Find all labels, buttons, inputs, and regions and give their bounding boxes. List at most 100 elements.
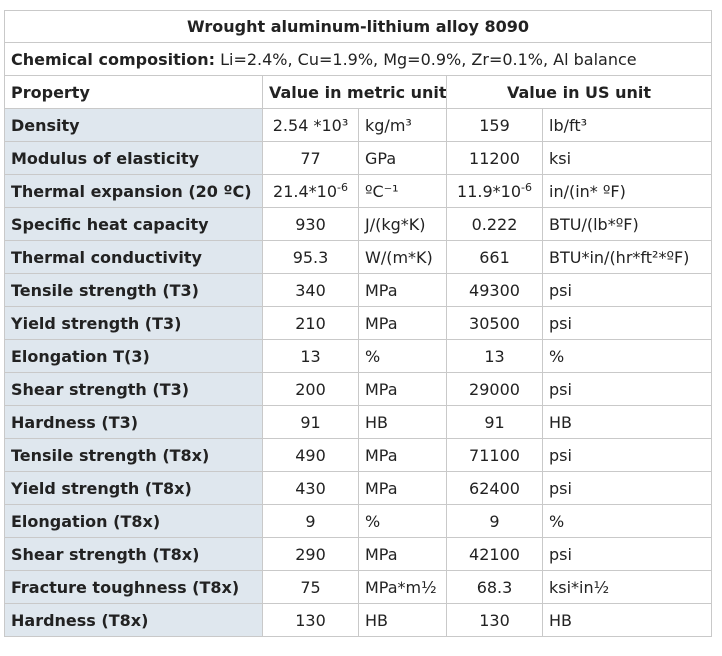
- header-us: Value in US unit: [445, 75, 713, 109]
- property-cell: Yield strength (T8x): [4, 471, 263, 505]
- us-unit-cell: psi: [541, 438, 713, 472]
- metric-value-cell: 13: [262, 339, 359, 373]
- composition-label: Chemical composition:: [11, 49, 215, 69]
- us-value-text: 29000: [469, 379, 520, 399]
- us-value-text: 661: [479, 247, 510, 267]
- us-value-cell: 42100: [446, 537, 543, 571]
- us-value-cell: 130: [446, 603, 543, 637]
- metric-unit-text: %: [365, 511, 381, 531]
- header-metric: Value in metric unit: [262, 75, 447, 109]
- us-unit-text: psi: [549, 379, 572, 399]
- table-row: Elongation (T8x) 9% 9%: [4, 504, 713, 538]
- metric-value-text: 430: [295, 478, 326, 498]
- metric-value-cell: 340: [262, 273, 359, 307]
- table-row: Elongation T(3) 13% 13%: [4, 339, 713, 373]
- metric-unit-cell: kg/m³: [358, 108, 447, 142]
- metric-value-cell: 290: [262, 537, 359, 571]
- property-text: Shear strength (T8x): [11, 544, 200, 564]
- table-row: Modulus of elasticity 77 GPa 11200 ksi: [4, 141, 713, 175]
- header-property: Property: [4, 75, 263, 109]
- us-value-text: 49300: [469, 280, 520, 300]
- metric-value-text: 75: [300, 577, 321, 597]
- table-title: Wrought aluminum-lithium alloy 8090: [3, 10, 713, 43]
- metric-unit-cell: MPa: [358, 438, 447, 472]
- property-text: Fracture toughness (T8x): [11, 577, 240, 597]
- metric-value-text: 490: [295, 445, 326, 465]
- property-cell: Hardness (T3): [4, 405, 263, 439]
- us-unit-text: %: [549, 346, 565, 366]
- us-unit-text: BTU/(lb*ºF): [549, 214, 639, 234]
- metric-value-text: 13: [300, 346, 321, 366]
- metric-value-text: 210: [295, 313, 326, 333]
- metric-unit-text: ºC⁻¹: [365, 181, 399, 201]
- metric-unit-text: HB: [365, 610, 389, 630]
- metric-value-cell: 95.3: [262, 240, 359, 274]
- metric-unit-text: %: [365, 346, 381, 366]
- header-row: Property Value in metric unit Value in U…: [4, 75, 713, 109]
- metric-value-cell: 75: [262, 570, 359, 604]
- property-text: Yield strength (T3): [11, 313, 182, 333]
- metric-value-text: 2.54 *10³: [272, 115, 349, 135]
- metric-unit-cell: %: [358, 339, 447, 373]
- property-cell: Specific heat capacity: [4, 207, 263, 241]
- us-unit-cell: HB: [541, 405, 713, 439]
- metric-unit-text: MPa: [365, 313, 398, 333]
- metric-value-cell: 91: [262, 405, 359, 439]
- property-text: Modulus of elasticity: [11, 148, 200, 168]
- metric-value-text: 77: [300, 148, 321, 168]
- property-text: Density: [11, 115, 80, 135]
- property-text: Yield strength (T8x): [11, 478, 192, 498]
- us-unit-cell: psi: [541, 537, 713, 571]
- us-unit-cell: psi: [541, 471, 713, 505]
- us-value-cell: 159: [446, 108, 543, 142]
- property-text: Hardness (T3): [11, 412, 139, 432]
- metric-value-text: 340: [295, 280, 326, 300]
- metric-unit-cell: GPa: [358, 141, 447, 175]
- property-cell: Fracture toughness (T8x): [4, 570, 263, 604]
- us-unit-text: psi: [549, 280, 572, 300]
- table-row: Tensile strength (T8x) 490 MPa 71100 psi: [4, 438, 713, 472]
- metric-unit-cell: %: [358, 504, 447, 538]
- us-value-text: 11200: [469, 148, 520, 168]
- us-unit-cell: HB: [541, 603, 713, 637]
- us-value-cell: 30500: [446, 306, 543, 340]
- metric-unit-text: MPa*m½: [365, 577, 437, 597]
- us-value-text: 130: [479, 610, 510, 630]
- metric-value-cell: 2.54 *10³: [262, 108, 359, 142]
- us-value-text: 11.9*10: [457, 181, 521, 201]
- metric-unit-cell: MPa: [358, 537, 447, 571]
- us-value-cell: 0.222: [446, 207, 543, 241]
- alloy-properties-table: Wrought aluminum-lithium alloy 8090 Chem…: [3, 10, 713, 637]
- property-cell: Elongation T(3): [4, 339, 263, 373]
- us-unit-text: ksi: [549, 148, 572, 168]
- us-value-text: 30500: [469, 313, 520, 333]
- table-row: Tensile strength (T3) 340 MPa 49300 psi: [4, 273, 713, 307]
- metric-value-exponent: -6: [337, 180, 348, 194]
- us-value-text: 91: [484, 412, 505, 432]
- us-value-cell: 71100: [446, 438, 543, 472]
- metric-value-cell: 930: [262, 207, 359, 241]
- us-unit-text: lb/ft³: [549, 115, 588, 135]
- property-text: Shear strength (T3): [11, 379, 190, 399]
- us-unit-text: psi: [549, 445, 572, 465]
- us-value-text: 71100: [469, 445, 520, 465]
- us-unit-cell: BTU*in/(hr*ft²*ºF): [541, 240, 713, 274]
- us-value-text: 0.222: [471, 214, 518, 234]
- property-text: Elongation T(3): [11, 346, 150, 366]
- metric-value-text: 200: [295, 379, 326, 399]
- us-value-cell: 29000: [446, 372, 543, 406]
- metric-value-cell: 210: [262, 306, 359, 340]
- table-row: Hardness (T3) 91 HB 91 HB: [4, 405, 713, 439]
- metric-unit-cell: MPa: [358, 306, 447, 340]
- metric-value-text: 95.3: [292, 247, 329, 267]
- us-value-cell: 11.9*10-6: [446, 174, 543, 208]
- table-row: Yield strength (T8x) 430 MPa 62400 psi: [4, 471, 713, 505]
- us-unit-text: BTU*in/(hr*ft²*ºF): [549, 247, 690, 267]
- property-text: Tensile strength (T3): [11, 280, 199, 300]
- metric-value-cell: 9: [262, 504, 359, 538]
- property-cell: Tensile strength (T3): [4, 273, 263, 307]
- property-cell: Thermal expansion (20 ºC): [4, 174, 263, 208]
- us-unit-cell: %: [541, 339, 713, 373]
- us-value-cell: 11200: [446, 141, 543, 175]
- metric-value-text: 130: [295, 610, 326, 630]
